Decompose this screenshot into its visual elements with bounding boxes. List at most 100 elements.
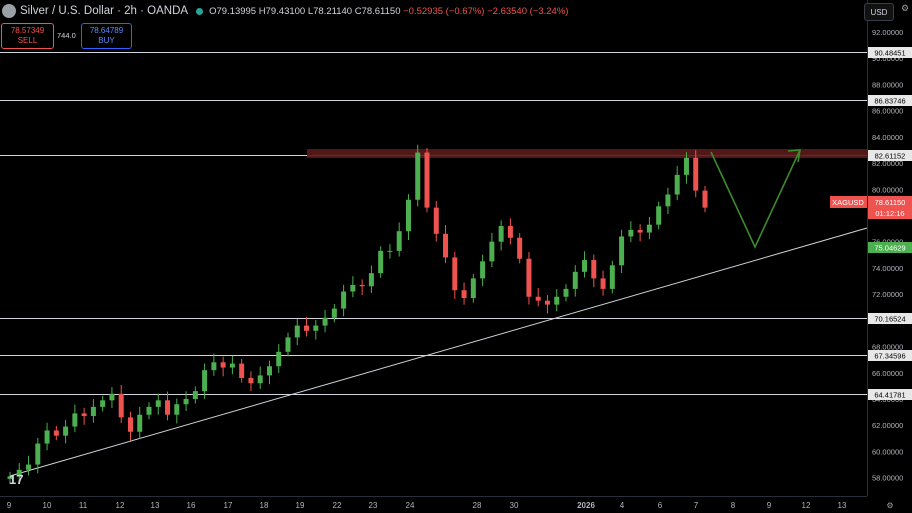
candle-body [433, 207, 439, 234]
timezone-icon[interactable]: ⚙ [886, 501, 893, 510]
price-tick: 88.00000 [872, 80, 903, 89]
candle-body [229, 363, 235, 368]
candle-body [368, 273, 374, 287]
candle-body [239, 363, 245, 379]
candle-body [517, 237, 523, 259]
candle-body [609, 265, 615, 289]
level-label: 70.16524 [874, 315, 905, 324]
current-price: 78.61150 [875, 198, 906, 207]
price-tick: 92.00000 [872, 28, 903, 37]
candle-body [535, 296, 541, 301]
time-tick: 18 [260, 501, 269, 510]
time-tick: 10 [43, 501, 52, 510]
settings-icon[interactable]: ⚙ [901, 3, 910, 13]
candle-body [146, 406, 152, 415]
time-tick: 13 [151, 501, 160, 510]
price-tick: 60.00000 [872, 447, 903, 456]
candle-body [582, 260, 588, 272]
time-tick: 19 [296, 501, 305, 510]
buy-price: 78.64789 [89, 26, 124, 35]
buy-button[interactable]: 78.64789 BUY [81, 23, 132, 49]
candle-body [396, 231, 402, 251]
candle-body [489, 241, 495, 262]
candle-body [220, 362, 226, 368]
price-tick: 68.00000 [872, 343, 903, 352]
level-label-bg [868, 150, 912, 161]
candle-body [656, 206, 662, 225]
symbol-price-tag: XAGUSD 78.61150 01:12:16 [830, 196, 912, 219]
candle-body [322, 317, 328, 326]
candle-body [16, 469, 22, 477]
candle-body [165, 400, 171, 415]
candle-body [424, 152, 430, 208]
candle-body [26, 464, 32, 470]
time-tick: 8 [731, 501, 736, 510]
candle-body [183, 399, 189, 405]
candle-body [702, 190, 708, 208]
green-price-tag: 75.04629 [868, 242, 912, 253]
candle-body [619, 236, 625, 266]
candle-body [257, 375, 263, 384]
time-tick: 9 [7, 501, 12, 510]
sell-button[interactable]: 78.57349 SELL [1, 23, 54, 49]
time-axis[interactable]: 9 10 11 12 13 16 17 18 19 22 23 24 28 30 2026 4 6 7 8 9 12 13 [7, 501, 847, 510]
candle-body [63, 426, 69, 436]
candle-body [387, 250, 393, 252]
level-label: 64.41781 [874, 391, 905, 400]
time-tick: 7 [694, 501, 699, 510]
candle-body [81, 413, 87, 417]
arrow-head [787, 149, 801, 163]
ohlc-values: O79.13995 H79.43100 L78.21140 C78.61150 … [209, 5, 569, 17]
candle-body [693, 157, 699, 191]
candle-body [109, 393, 115, 401]
tradingview-logo: 17 [9, 472, 23, 487]
candle-body [452, 257, 458, 291]
candle-body [341, 291, 347, 309]
candle-body [415, 152, 421, 200]
buy-label: BUY [98, 36, 115, 45]
candle-body [313, 325, 319, 331]
candles [7, 144, 708, 485]
candle-body [137, 414, 143, 432]
price-tick: 72.00000 [872, 290, 903, 299]
candle-body [127, 417, 133, 432]
price-tick: 86.00000 [872, 107, 903, 116]
symbol-logo-icon [2, 4, 16, 18]
level-label-bg [868, 95, 912, 106]
candle-body [304, 325, 310, 331]
time-tick: 9 [767, 501, 772, 510]
candle-body [285, 337, 291, 352]
level-label: 67.34596 [874, 352, 905, 361]
candle-body [174, 404, 180, 415]
candle-body [646, 224, 652, 233]
candle-body [192, 391, 198, 399]
price-tick: 90.00000 [872, 54, 903, 63]
price-tick: 82.00000 [872, 159, 903, 168]
time-tick: 12 [116, 501, 125, 510]
currency-select[interactable]: USD [864, 3, 894, 21]
candle-body [554, 296, 560, 305]
symbol-title[interactable]: Silver / U.S. Dollar · 2h · OANDA [20, 5, 189, 17]
time-tick: 30 [510, 501, 519, 510]
candle-body [359, 284, 365, 287]
level-label-bg [868, 313, 912, 324]
time-tick: 16 [187, 501, 196, 510]
sell-label: SELL [17, 36, 38, 45]
candle-body [443, 233, 449, 258]
candle-body [628, 229, 634, 237]
time-tick: 13 [838, 501, 847, 510]
spread-value: 744.0 [57, 31, 76, 40]
candle-body [155, 400, 161, 407]
candle-body [683, 157, 689, 175]
candle-body [266, 366, 272, 376]
level-label-bg [868, 350, 912, 361]
candle-body [461, 290, 467, 299]
candle-body [331, 308, 337, 318]
resistance-zone [307, 149, 867, 158]
trendline[interactable] [9, 227, 868, 477]
time-tick: 11 [79, 501, 88, 510]
candle-body [637, 229, 643, 233]
level-label: 82.61152 [875, 152, 906, 161]
level-label-bg [868, 47, 912, 58]
